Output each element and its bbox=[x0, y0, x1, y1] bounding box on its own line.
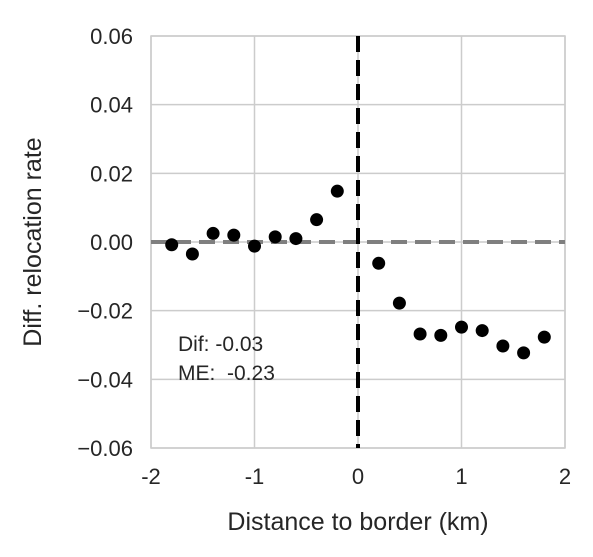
annotation-me: ME: -0.23 bbox=[178, 362, 275, 385]
y-tick-label-3: 0.00 bbox=[90, 230, 133, 255]
data-point-1 bbox=[185, 247, 199, 261]
data-point-5 bbox=[268, 230, 282, 244]
data-point-3 bbox=[227, 228, 241, 242]
data-point-11 bbox=[413, 327, 427, 341]
x-tick-label-0: -2 bbox=[141, 464, 161, 489]
data-point-4 bbox=[248, 239, 261, 253]
data-point-6 bbox=[289, 232, 303, 246]
data-point-13 bbox=[455, 320, 468, 334]
data-point-16 bbox=[517, 346, 531, 360]
y-axis-title: Diff. relocation rate bbox=[19, 137, 47, 346]
x-tick-label-3: 1 bbox=[455, 464, 467, 489]
y-tick-label-2: −0.02 bbox=[77, 299, 133, 324]
data-point-14 bbox=[475, 324, 489, 338]
y-tick-label-1: −0.04 bbox=[77, 367, 133, 392]
x-tick-label-2: 0 bbox=[352, 464, 364, 489]
data-point-8 bbox=[330, 184, 344, 198]
y-tick-labels: −0.06 −0.04 −0.02 0.00 0.02 0.04 0.06 bbox=[77, 24, 133, 461]
x-tick-label-1: -1 bbox=[245, 464, 265, 489]
data-point-0 bbox=[165, 238, 179, 252]
data-point-17 bbox=[537, 330, 551, 344]
data-point-7 bbox=[310, 213, 324, 227]
data-point-10 bbox=[392, 296, 406, 310]
data-points bbox=[165, 184, 551, 360]
y-tick-label-5: 0.04 bbox=[90, 93, 133, 118]
x-axis-title: Distance to border (km) bbox=[227, 508, 488, 536]
y-tick-label-4: 0.02 bbox=[90, 161, 133, 186]
x-tick-labels: -2 -1 0 1 2 bbox=[141, 464, 571, 489]
data-point-2 bbox=[206, 226, 220, 240]
data-point-12 bbox=[434, 328, 448, 342]
y-tick-label-6: 0.06 bbox=[90, 24, 133, 49]
data-point-9 bbox=[372, 256, 386, 270]
reference-lines bbox=[151, 36, 565, 448]
annotation-dif: Dif: -0.03 bbox=[178, 333, 263, 356]
x-tick-label-4: 2 bbox=[559, 464, 571, 489]
data-point-15 bbox=[496, 339, 510, 353]
y-tick-label-0: −0.06 bbox=[77, 436, 133, 461]
